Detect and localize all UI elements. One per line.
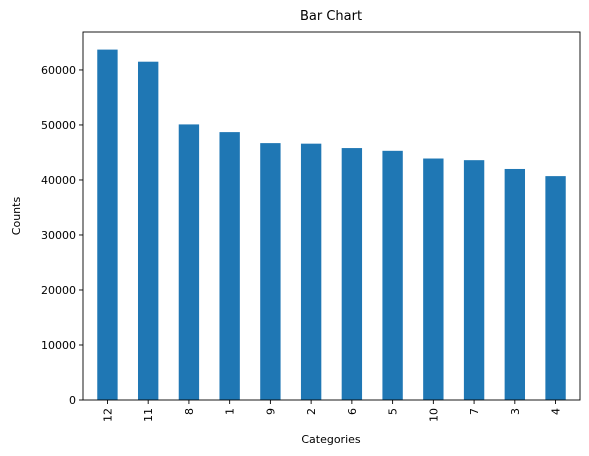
chart-title: Bar Chart bbox=[300, 9, 362, 24]
x-axis: 12 11 8 1 9 2 6 5 10 7 3 4 bbox=[101, 400, 562, 422]
bar-3 bbox=[505, 169, 525, 400]
y-tick-label: 50000 bbox=[41, 119, 76, 132]
x-tick-label: 4 bbox=[550, 408, 563, 415]
bar-2 bbox=[301, 144, 321, 400]
x-tick-label: 11 bbox=[142, 408, 155, 422]
y-tick-label: 40000 bbox=[41, 174, 76, 187]
y-tick-label: 60000 bbox=[41, 64, 76, 77]
bar-1 bbox=[219, 132, 239, 400]
bar-9 bbox=[260, 143, 280, 400]
y-axis: 0 10000 20000 30000 40000 50000 60000 bbox=[41, 64, 83, 407]
x-tick-label: 8 bbox=[183, 408, 196, 415]
y-axis-label: Counts bbox=[10, 197, 23, 236]
x-tick-label: 5 bbox=[387, 408, 400, 415]
y-tick-label: 0 bbox=[69, 394, 76, 407]
x-tick-label: 7 bbox=[468, 408, 481, 415]
x-tick-label: 12 bbox=[101, 408, 114, 422]
y-tick-label: 30000 bbox=[41, 229, 76, 242]
bar-7 bbox=[464, 160, 484, 400]
bar-10 bbox=[423, 159, 443, 400]
x-tick-label: 10 bbox=[427, 408, 440, 422]
x-tick-label: 3 bbox=[509, 408, 522, 415]
x-tick-label: 1 bbox=[224, 408, 237, 415]
y-tick-label: 20000 bbox=[41, 284, 76, 297]
bar-4 bbox=[545, 176, 565, 400]
x-axis-label: Categories bbox=[301, 433, 361, 446]
y-tick-label: 10000 bbox=[41, 339, 76, 352]
x-tick-label: 2 bbox=[305, 408, 318, 415]
bar-5 bbox=[382, 151, 402, 400]
bar-8 bbox=[179, 124, 199, 400]
x-tick-label: 6 bbox=[346, 408, 359, 415]
bar-6 bbox=[342, 148, 362, 400]
bar-12 bbox=[97, 50, 117, 400]
x-tick-label: 9 bbox=[264, 408, 277, 415]
bar-11 bbox=[138, 62, 158, 400]
bars bbox=[97, 50, 565, 400]
